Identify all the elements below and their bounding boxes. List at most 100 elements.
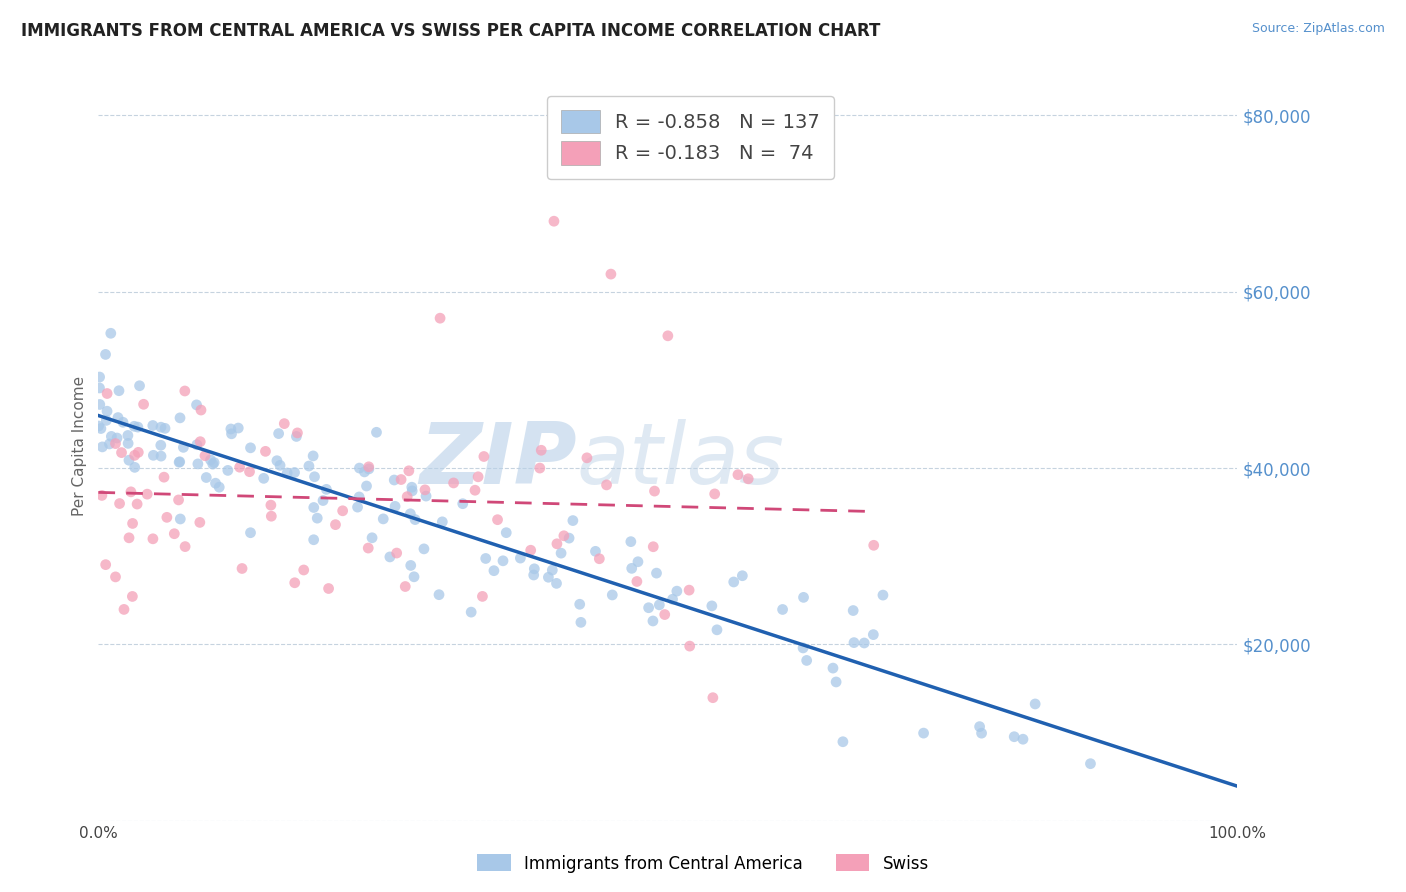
Point bbox=[121, 516, 143, 531]
Point bbox=[543, 214, 565, 228]
Point bbox=[127, 497, 149, 511]
Point bbox=[373, 512, 395, 526]
Point bbox=[460, 605, 482, 619]
Point bbox=[163, 526, 186, 541]
Point bbox=[238, 465, 260, 479]
Point bbox=[127, 445, 149, 459]
Point bbox=[492, 554, 515, 568]
Point bbox=[121, 590, 143, 604]
Point bbox=[190, 403, 212, 417]
Point bbox=[318, 582, 340, 596]
Point bbox=[96, 386, 118, 401]
Point bbox=[637, 600, 659, 615]
Point bbox=[153, 421, 176, 435]
Point bbox=[90, 488, 112, 502]
Point bbox=[302, 500, 325, 515]
Point bbox=[153, 470, 176, 484]
Point bbox=[427, 588, 450, 602]
Point bbox=[332, 504, 354, 518]
Point bbox=[89, 397, 111, 411]
Point bbox=[260, 509, 283, 524]
Point bbox=[1002, 730, 1025, 744]
Point bbox=[91, 440, 114, 454]
Point bbox=[186, 438, 208, 452]
Legend: Immigrants from Central America, Swiss: Immigrants from Central America, Swiss bbox=[471, 847, 935, 880]
Point bbox=[117, 436, 139, 450]
Point bbox=[188, 516, 211, 530]
Point bbox=[357, 541, 380, 555]
Point bbox=[404, 512, 426, 526]
Point bbox=[702, 690, 724, 705]
Point bbox=[149, 438, 172, 452]
Point bbox=[394, 580, 416, 594]
Point bbox=[661, 592, 683, 607]
Point bbox=[862, 538, 884, 552]
Point bbox=[620, 561, 643, 575]
Point bbox=[842, 635, 865, 649]
Point bbox=[361, 531, 384, 545]
Point bbox=[194, 449, 217, 463]
Point bbox=[90, 421, 112, 435]
Point bbox=[108, 384, 131, 398]
Point bbox=[219, 422, 242, 436]
Point bbox=[519, 543, 541, 558]
Point bbox=[432, 515, 454, 529]
Y-axis label: Per Capita Income: Per Capita Income bbox=[72, 376, 87, 516]
Point bbox=[200, 453, 222, 467]
Point bbox=[825, 675, 848, 690]
Point bbox=[842, 603, 865, 617]
Point bbox=[969, 720, 991, 734]
Point bbox=[347, 490, 370, 504]
Point bbox=[269, 458, 291, 473]
Point bbox=[169, 410, 191, 425]
Point bbox=[643, 540, 665, 554]
Point bbox=[254, 444, 277, 458]
Point bbox=[356, 479, 378, 493]
Point bbox=[117, 428, 139, 442]
Point bbox=[89, 370, 111, 384]
Point bbox=[120, 484, 142, 499]
Point bbox=[302, 533, 325, 547]
Point bbox=[832, 735, 855, 749]
Point bbox=[96, 413, 118, 427]
Point bbox=[287, 425, 309, 440]
Point bbox=[142, 418, 165, 433]
Point bbox=[228, 460, 250, 475]
Point bbox=[413, 541, 436, 556]
Point bbox=[174, 540, 197, 554]
Point bbox=[529, 461, 551, 475]
Point bbox=[94, 347, 117, 361]
Point bbox=[325, 517, 347, 532]
Point bbox=[550, 546, 572, 560]
Point bbox=[626, 574, 648, 589]
Point bbox=[128, 378, 150, 392]
Point bbox=[1012, 732, 1035, 747]
Point bbox=[108, 497, 131, 511]
Point bbox=[772, 602, 794, 616]
Point bbox=[107, 410, 129, 425]
Point bbox=[167, 455, 190, 469]
Point bbox=[523, 568, 546, 582]
Point bbox=[401, 480, 423, 494]
Point bbox=[142, 448, 165, 462]
Point bbox=[665, 584, 688, 599]
Point bbox=[541, 563, 564, 577]
Point bbox=[239, 525, 262, 540]
Point bbox=[298, 458, 321, 473]
Point bbox=[700, 599, 723, 613]
Point bbox=[464, 483, 486, 498]
Point bbox=[87, 419, 110, 434]
Point bbox=[561, 514, 583, 528]
Point bbox=[266, 454, 288, 468]
Point bbox=[284, 575, 307, 590]
Point bbox=[239, 441, 262, 455]
Point bbox=[706, 623, 728, 637]
Point bbox=[226, 421, 249, 435]
Point bbox=[495, 525, 517, 540]
Point bbox=[588, 551, 610, 566]
Point bbox=[600, 267, 623, 281]
Point bbox=[970, 726, 993, 740]
Point bbox=[283, 466, 305, 480]
Point bbox=[302, 449, 325, 463]
Point bbox=[568, 597, 591, 611]
